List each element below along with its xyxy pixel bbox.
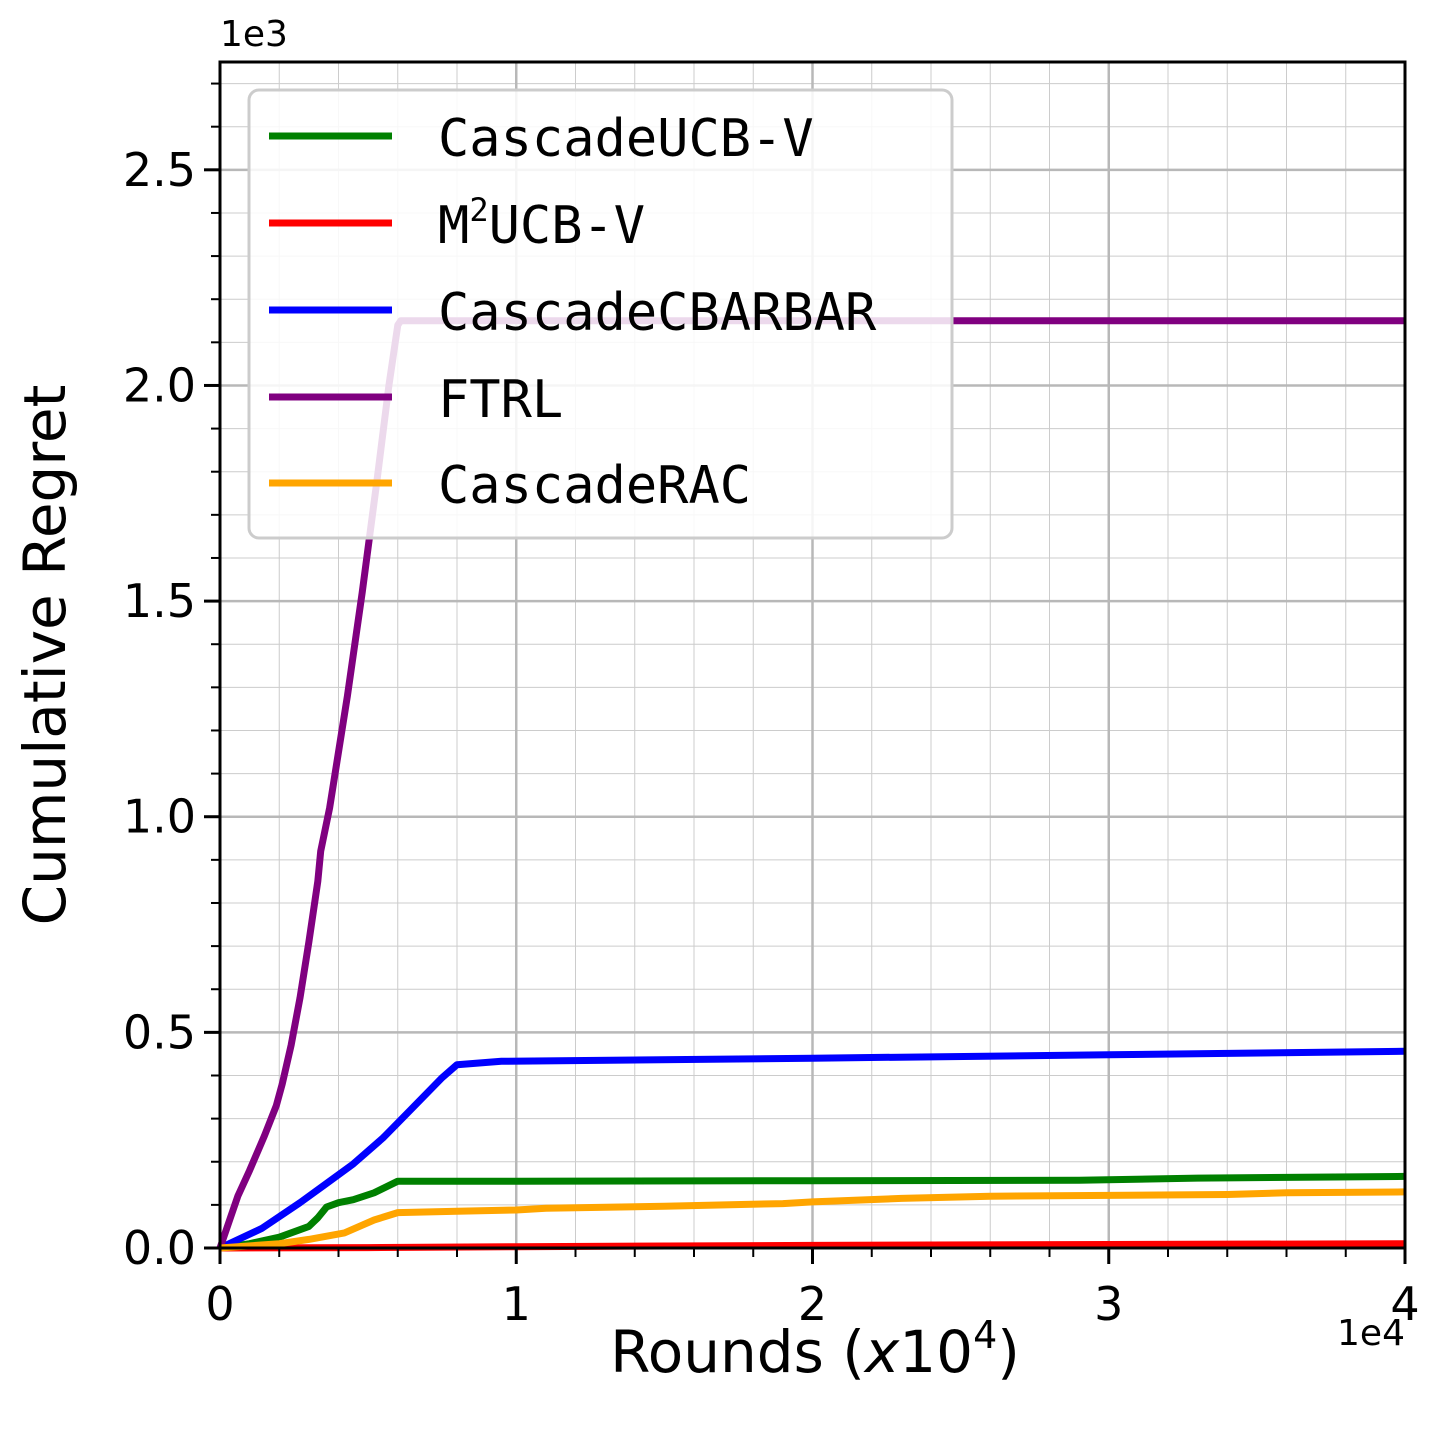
y-tick-label: 0.5 [123, 1005, 196, 1059]
x-tick-label: 4 [1390, 1277, 1419, 1331]
legend-label-m2ucbv-sup: 2 [469, 191, 488, 229]
ticks: 0 1 2 3 4 0.0 0.5 1.0 1.5 2.0 2.5 [123, 82, 1420, 1331]
x-offset-label: 1e4 [1337, 1313, 1405, 1354]
y-tick-label: 2.0 [123, 358, 196, 412]
legend-entry-ftrl: FTRL [269, 370, 563, 430]
legend-label-ftrl: FTRL [438, 370, 563, 430]
y-tick-label: 1.5 [123, 574, 196, 628]
y-tick-label: 0.0 [123, 1221, 196, 1275]
x-tick-label: 3 [1094, 1277, 1123, 1331]
x-tick-label: 1 [502, 1277, 531, 1331]
x-axis-label-base: 10 [899, 1318, 973, 1386]
x-axis-label-var: x [863, 1318, 900, 1386]
y-tick-label: 2.5 [123, 143, 196, 197]
x-axis-label: Rounds (x104) [610, 1313, 1020, 1386]
y-offset-label: 1e3 [220, 14, 288, 55]
legend-label-cascaderac: CascadeRAC [438, 456, 751, 516]
legend: CascadeUCB-V M2UCB-V CascadeCBARBAR FTRL… [247, 88, 954, 540]
legend-entry-cascadeucbv: CascadeUCB-V [269, 109, 814, 169]
x-axis-label-exp: 4 [973, 1313, 997, 1357]
x-axis-label-suffix: ) [997, 1318, 1020, 1386]
x-axis-label-prefix: Rounds ( [610, 1318, 865, 1386]
y-tick-label: 1.0 [123, 790, 196, 844]
legend-entry-m2ucbv: M2UCB-V [269, 191, 645, 256]
legend-label-m2ucbv: M2UCB-V [438, 191, 645, 256]
series-line-cascadecbarbar [218, 1047, 1406, 1252]
legend-box [247, 88, 954, 540]
legend-entry-cascadecbarbar: CascadeCBARBAR [269, 283, 877, 343]
x-tick-label: 2 [798, 1277, 827, 1331]
legend-label-m2ucbv-rest: UCB-V [489, 196, 646, 256]
legend-entry-cascaderac: CascadeRAC [269, 456, 751, 516]
series-line-cascaderac [219, 1188, 1406, 1252]
y-axis-label: Cumulative Regret [11, 385, 79, 926]
legend-label-cascadeucbv: CascadeUCB-V [438, 109, 814, 169]
series-line-cascadeucbv [219, 1172, 1406, 1252]
x-tick-label: 0 [205, 1277, 234, 1331]
legend-label-cascadecbarbar: CascadeCBARBAR [438, 283, 877, 343]
legend-label-m2ucbv-main: M [438, 196, 469, 256]
